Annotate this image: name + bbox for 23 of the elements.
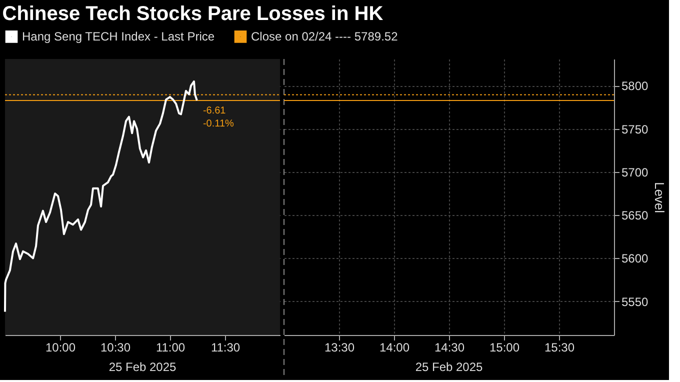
y-tick-label: 5750: [622, 122, 649, 136]
y-tick-label: 5600: [622, 252, 649, 266]
text: 25 Feb 2025: [415, 360, 484, 374]
x-tick-label: 10:30: [100, 340, 131, 354]
y-tick-label: 5800: [622, 79, 649, 94]
x-tick-label: 13:30: [324, 340, 355, 354]
x-tick-label: 10:00: [45, 340, 76, 354]
annotation: -0.11%: [202, 118, 234, 130]
x-tick-label: 14:00: [379, 340, 410, 354]
text: 25 Feb 2025: [108, 360, 177, 374]
annotation: -6.61: [202, 105, 226, 116]
chart-title: Chinese Tech Stocks Pare Losses in HK: [2, 3, 384, 25]
x-tick-label: 15:00: [489, 340, 520, 354]
y-axis-title: Level: [652, 182, 668, 214]
y-tick-label: 5650: [622, 208, 649, 223]
x-tick-label: 15:30: [544, 340, 575, 354]
legend-label: Close on 02/24 ---- 5789.52: [251, 30, 398, 44]
y-tick-label: 5700: [622, 165, 649, 180]
y-tick-label: 5550: [622, 294, 649, 309]
x-tick-label: 11:30: [210, 340, 240, 354]
x-tick-label: 14:30: [434, 340, 465, 354]
x-tick-label: 11:00: [156, 340, 186, 354]
legend-label: Hang Seng TECH Index - Last Price: [22, 30, 215, 44]
